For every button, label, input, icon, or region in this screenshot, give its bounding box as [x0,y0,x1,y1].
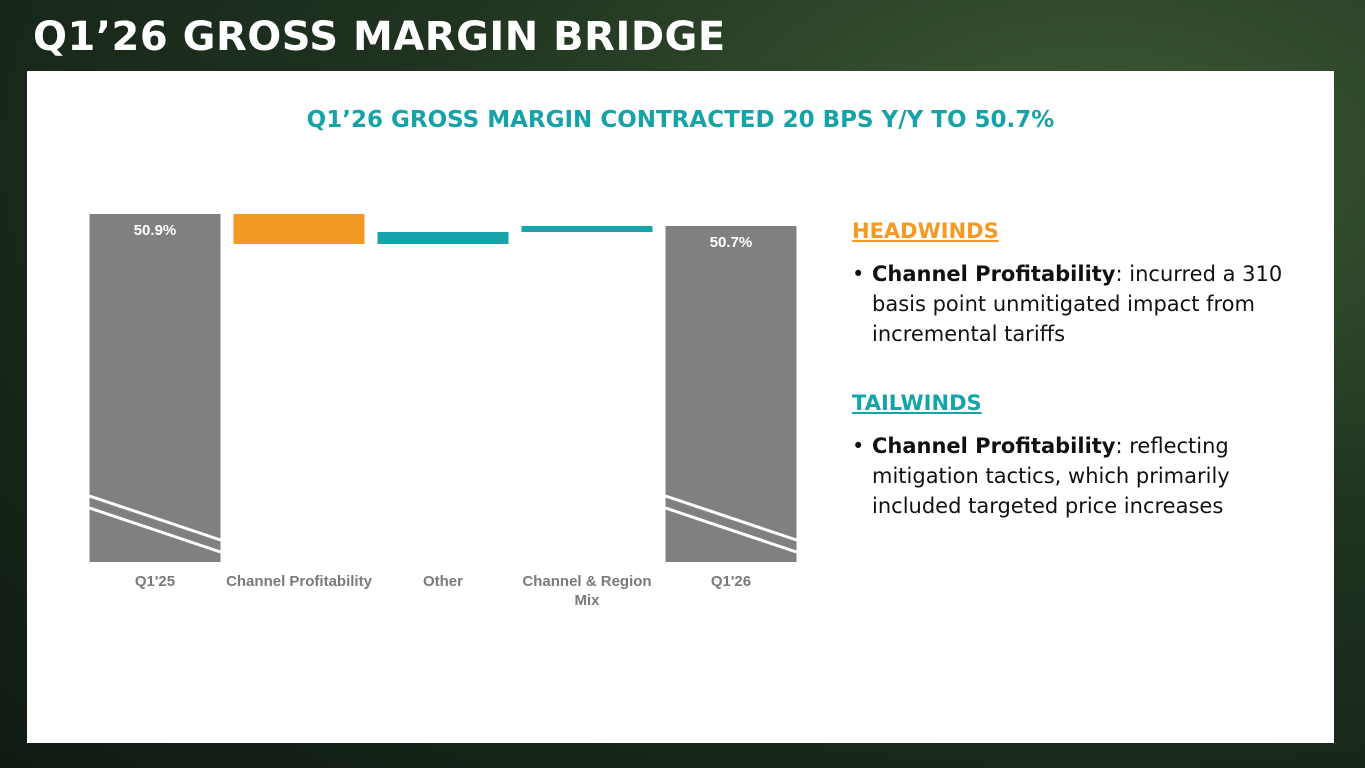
bullet-text: : incurred a 310 basis point unmitigated… [872,262,1283,346]
axis-break [665,506,797,554]
value-label: 50.7% [710,234,753,251]
axis-break [89,506,221,554]
chart: 50.9% 50.7% [89,214,797,562]
section-heading: TAILWINDS [852,391,982,415]
bullet-text: : reflecting mitigation tactics, which p… [872,434,1230,518]
bar [521,226,653,232]
x-tick-label: Channel Profitability [226,573,372,590]
panel: Q1’26 GROSS MARGIN CONTRACTED 20 BPS Y/Y… [27,71,1334,743]
bar [665,226,797,562]
x-tick-label: Q1'25 [134,573,176,590]
axis-break [89,494,221,542]
bar [377,232,509,244]
x-tick-label: Other [422,573,463,590]
bullet-lead: Channel Profitability [872,262,1116,286]
commentary: HEADWINDSChannel Profitability: incurred… [852,219,1302,563]
bullet-lead: Channel Profitability [872,434,1116,458]
bar [89,214,221,562]
value-label: 50.9% [134,222,177,239]
section-heading: HEADWINDS [852,219,999,243]
bar [233,214,365,244]
chart-title: Q1’26 GROSS MARGIN CONTRACTED 20 BPS Y/Y… [306,107,1055,133]
page-title: Q1’26 GROSS MARGIN BRIDGE [33,14,726,60]
x-tick-label: Channel & Region Mix [522,573,652,609]
bullet: Channel Profitability: incurred a 310 ba… [852,259,1302,349]
x-tick-label: Q1'26 [710,573,752,590]
axis-break [665,494,797,542]
bullet: Channel Profitability: reflecting mitiga… [852,431,1302,521]
